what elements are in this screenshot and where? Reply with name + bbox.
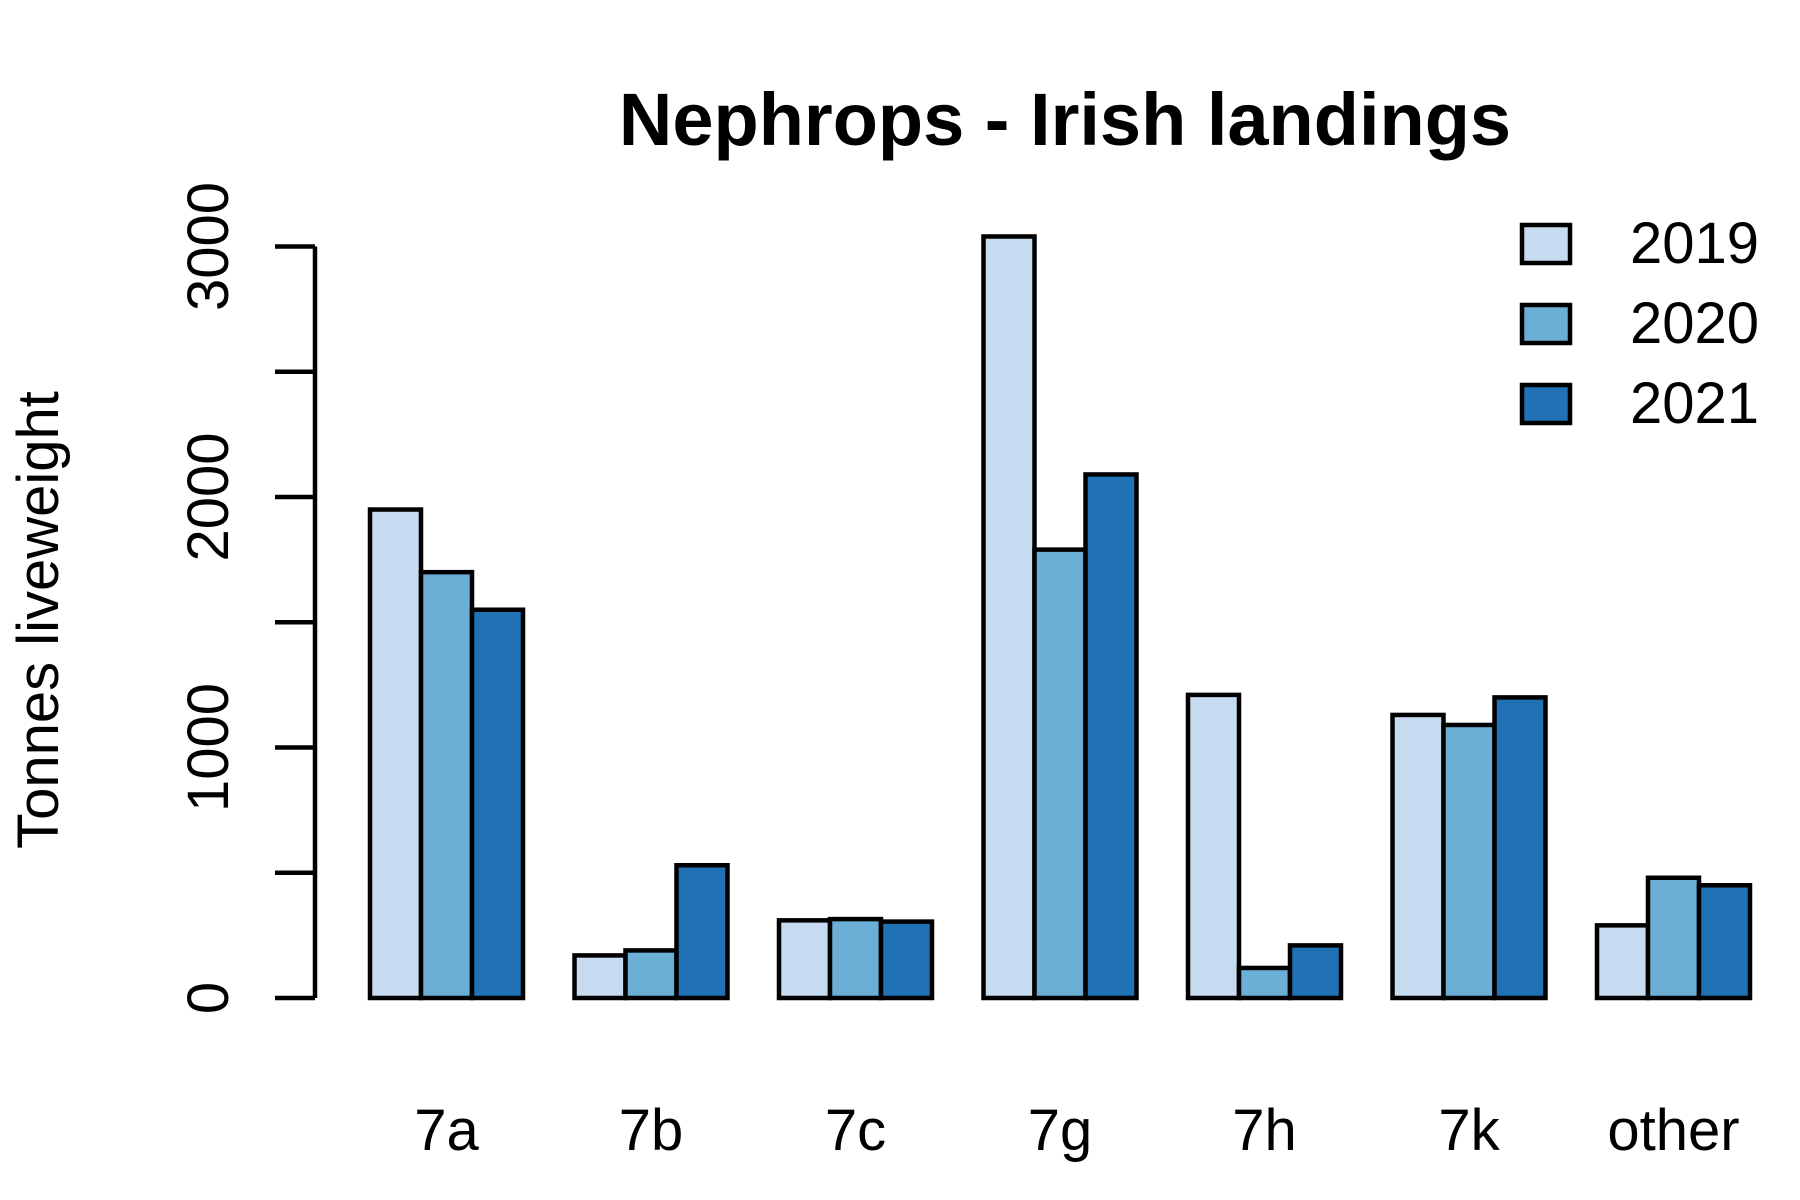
bar-7h-2021	[1287, 943, 1344, 1001]
x-label-7a: 7a	[414, 1098, 479, 1163]
x-label-7k: 7k	[1438, 1098, 1500, 1163]
bar-7h-2019	[1185, 692, 1242, 1001]
bar-other-2021	[1696, 883, 1753, 1001]
bar-7a-2021	[469, 607, 526, 1001]
x-axis-labels: 7a 7b 7c 7g 7h 7k other	[414, 1098, 1739, 1163]
bar-7k-2020	[1441, 722, 1497, 1001]
x-label-7h: 7h	[1232, 1098, 1297, 1163]
bar-7a-2020	[418, 569, 475, 1001]
bar-other-2019	[1594, 923, 1651, 1001]
bar-7b-2020	[623, 948, 679, 1001]
y-tick-label: 2000	[176, 432, 241, 561]
bar-other-2020	[1645, 875, 1702, 1001]
bar-7k-2021	[1492, 695, 1548, 1001]
x-label-7g: 7g	[1028, 1098, 1093, 1163]
bar-7c-2020	[827, 916, 884, 1001]
legend-label-2019: 2019	[1630, 211, 1759, 276]
legend-swatch-2019	[1519, 222, 1573, 266]
legend: 2019 2020 2021	[1519, 211, 1759, 436]
y-axis-title: Tonnes liveweight	[6, 391, 71, 849]
bar-7g-2020	[1032, 547, 1088, 1001]
y-tick-label: 3000	[176, 182, 241, 311]
legend-label-2020: 2020	[1630, 291, 1759, 356]
chart-title: Nephrops - Irish landings	[619, 78, 1511, 161]
bar-7c-2019	[776, 918, 833, 1001]
bar-7a-2019	[367, 507, 424, 1001]
y-tick-label: 1000	[176, 683, 241, 812]
bar-7g-2021	[1083, 472, 1139, 1001]
x-label-7b: 7b	[619, 1098, 684, 1163]
x-label-other: other	[1607, 1098, 1739, 1163]
x-label-7c: 7c	[825, 1098, 886, 1163]
bar-7g-2019	[981, 234, 1037, 1001]
legend-swatch-2020	[1519, 302, 1573, 346]
legend-swatch-2021	[1519, 382, 1573, 426]
bar-7c-2021	[878, 919, 935, 1001]
y-tick-label: 0	[176, 982, 241, 1014]
legend-label-2021: 2021	[1630, 371, 1759, 436]
bars-group	[367, 234, 1753, 1001]
bar-7h-2020	[1236, 965, 1293, 1001]
bar-7b-2019	[572, 953, 628, 1001]
y-axis: 0 1000 2000 3000	[176, 182, 318, 1014]
bar-7b-2021	[674, 862, 730, 1001]
bar-7k-2019	[1390, 712, 1446, 1001]
